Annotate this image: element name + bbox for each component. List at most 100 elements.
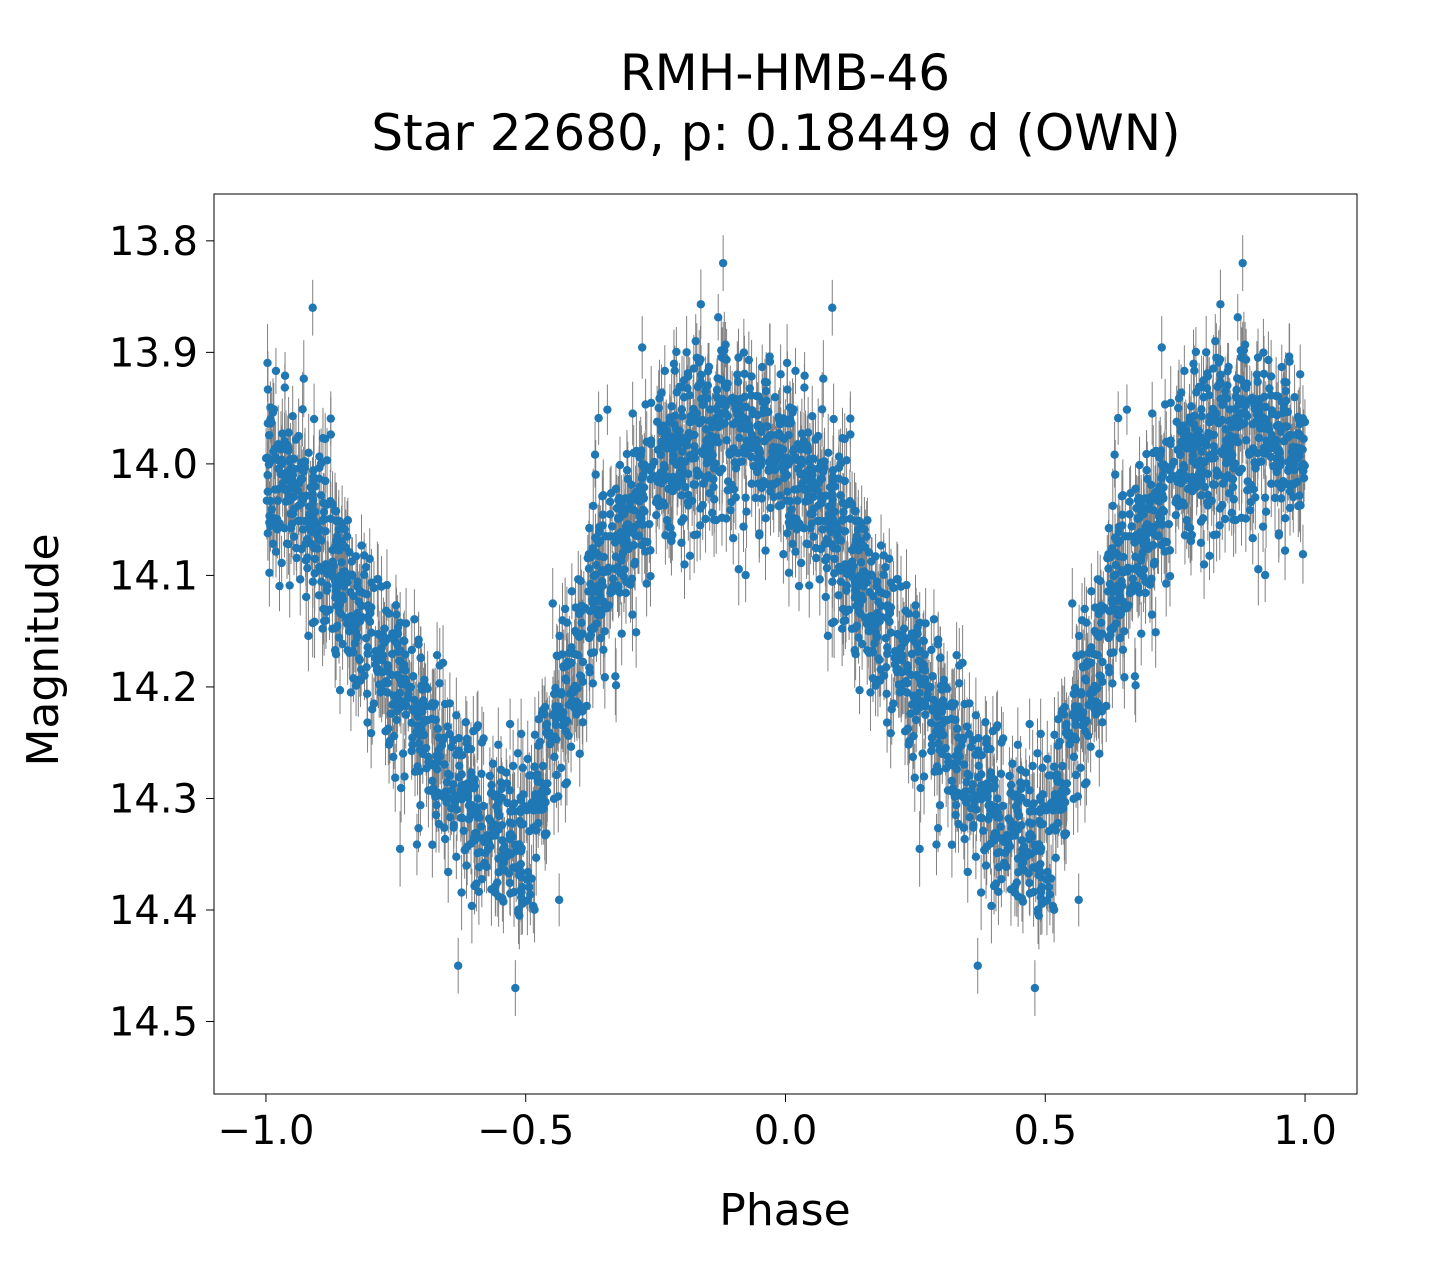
data-point xyxy=(824,632,832,640)
data-point xyxy=(682,348,690,356)
data-point xyxy=(822,593,830,601)
data-point xyxy=(793,485,801,493)
data-point xyxy=(921,711,929,719)
data-point xyxy=(713,374,721,382)
data-point xyxy=(909,753,917,761)
data-point xyxy=(1275,449,1283,457)
data-point xyxy=(389,753,397,761)
data-point xyxy=(1045,771,1053,779)
data-point xyxy=(591,470,599,478)
data-point xyxy=(1111,470,1119,478)
data-point xyxy=(304,449,312,457)
data-point xyxy=(628,610,636,618)
data-point xyxy=(1105,524,1113,532)
data-point xyxy=(783,385,791,393)
data-point xyxy=(761,514,769,522)
data-point xyxy=(1205,432,1213,440)
data-point xyxy=(997,770,1005,778)
data-point xyxy=(838,434,846,442)
data-point xyxy=(599,511,607,519)
data-point xyxy=(829,466,837,474)
data-point xyxy=(413,840,421,848)
data-point xyxy=(568,587,576,595)
data-point xyxy=(989,727,997,735)
data-point xyxy=(812,554,820,562)
data-point xyxy=(264,385,272,393)
data-point xyxy=(860,525,868,533)
data-point xyxy=(776,370,784,378)
data-point xyxy=(506,879,514,887)
data-point xyxy=(477,770,485,778)
data-point xyxy=(416,801,424,809)
data-point xyxy=(1257,457,1265,465)
data-point xyxy=(853,532,861,540)
data-point xyxy=(386,737,394,745)
data-point xyxy=(1162,579,1170,587)
data-point xyxy=(855,686,863,694)
data-point xyxy=(1200,560,1208,568)
data-point xyxy=(288,412,296,420)
data-point xyxy=(692,337,700,345)
data-point xyxy=(525,771,533,779)
data-point xyxy=(1106,580,1114,588)
data-point xyxy=(783,487,791,495)
data-point xyxy=(274,496,282,504)
data-point xyxy=(1014,741,1022,749)
data-point xyxy=(1033,749,1041,757)
data-point xyxy=(494,741,502,749)
data-point xyxy=(940,676,948,684)
data-point xyxy=(407,747,415,755)
data-point xyxy=(739,522,747,530)
data-point xyxy=(975,762,983,770)
data-point xyxy=(1068,599,1076,607)
data-point xyxy=(384,724,392,732)
data-point xyxy=(1151,628,1159,636)
data-point xyxy=(883,650,891,658)
data-point xyxy=(866,588,874,596)
data-point xyxy=(599,491,607,499)
data-point xyxy=(1167,399,1175,407)
data-point xyxy=(1259,348,1267,356)
data-point xyxy=(463,843,471,851)
data-point xyxy=(793,496,801,504)
data-point xyxy=(399,749,407,757)
data-point xyxy=(1109,606,1117,614)
data-point xyxy=(317,491,325,499)
data-point xyxy=(509,762,517,770)
data-point xyxy=(628,409,636,417)
data-point xyxy=(1090,682,1098,690)
data-point xyxy=(462,718,470,726)
data-point xyxy=(1036,805,1044,813)
data-point xyxy=(529,902,537,910)
data-point xyxy=(552,721,560,729)
data-point xyxy=(1076,764,1084,772)
data-point xyxy=(661,367,669,375)
data-point xyxy=(735,434,743,442)
data-point xyxy=(576,750,584,758)
data-point xyxy=(783,359,791,367)
data-point xyxy=(265,431,273,439)
data-point xyxy=(686,432,694,440)
data-point xyxy=(771,393,779,401)
data-point xyxy=(647,399,655,407)
data-point xyxy=(555,632,563,640)
data-point xyxy=(452,711,460,719)
data-point xyxy=(952,801,960,809)
data-point xyxy=(401,650,409,658)
data-point xyxy=(292,554,300,562)
data-point xyxy=(670,360,678,368)
data-point xyxy=(1228,509,1236,517)
data-point xyxy=(765,352,773,360)
data-point xyxy=(830,618,838,626)
data-point xyxy=(934,640,942,648)
data-point xyxy=(1118,511,1126,519)
data-point xyxy=(281,383,289,391)
data-point xyxy=(746,384,754,392)
data-point xyxy=(1286,504,1294,512)
data-point xyxy=(1052,854,1060,862)
data-point xyxy=(987,902,995,910)
data-point xyxy=(517,730,525,738)
data-point xyxy=(363,690,371,698)
data-point xyxy=(336,686,344,694)
